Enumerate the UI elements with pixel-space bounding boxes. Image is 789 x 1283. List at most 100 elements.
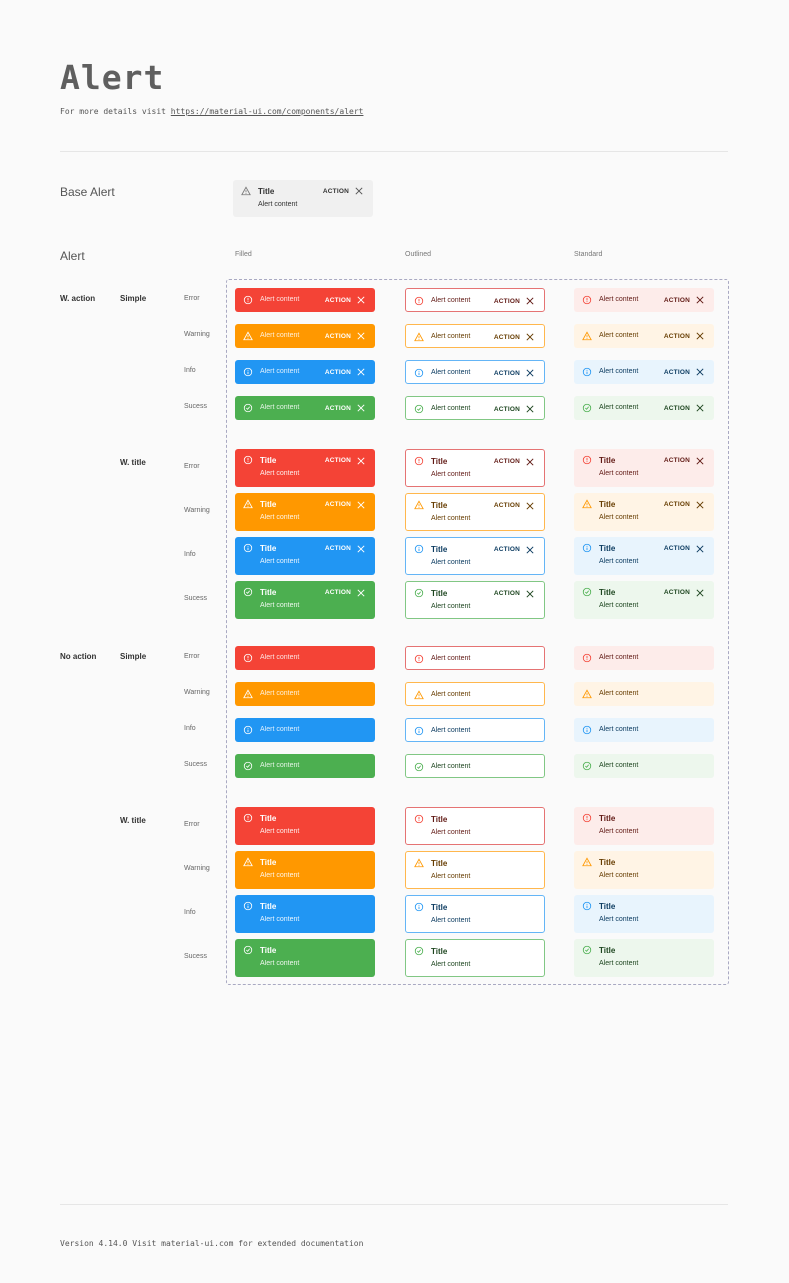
close-icon[interactable] [357, 457, 365, 465]
alert-variants-frame [226, 279, 729, 985]
action-button[interactable]: ACTION [663, 545, 690, 552]
info-outline-icon [582, 367, 592, 377]
action-button[interactable]: ACTION [663, 589, 690, 596]
warning-icon [414, 690, 424, 700]
alert-content: Alert content [599, 960, 639, 967]
action-button[interactable]: ACTION [663, 369, 690, 376]
alert-filled-warning: Alert content ACTION [235, 324, 375, 348]
action-button[interactable]: ACTION [493, 406, 520, 413]
alert-outlined-error: Alert content ACTION [405, 288, 545, 312]
action-button[interactable]: ACTION [324, 501, 351, 508]
close-icon[interactable] [696, 332, 704, 340]
close-icon[interactable] [696, 296, 704, 304]
action-button[interactable]: ACTION [493, 590, 520, 597]
alert-outlined-error: Alert content [405, 646, 545, 670]
alert-standard-info: Alert content ACTION [574, 360, 714, 384]
close-icon[interactable] [526, 333, 534, 341]
action-button[interactable]: ACTION [663, 501, 690, 508]
success-outline-icon [582, 761, 592, 771]
close-icon[interactable] [696, 368, 704, 376]
severity-label: Info [184, 725, 196, 732]
alert-filled-error: Alert content [235, 646, 375, 670]
close-icon[interactable] [526, 590, 534, 598]
close-icon[interactable] [357, 501, 365, 509]
close-icon[interactable] [696, 501, 704, 509]
close-icon[interactable] [357, 332, 365, 340]
error-outline-icon [243, 455, 253, 465]
warning-icon [243, 499, 253, 509]
action-button[interactable]: ACTION [324, 589, 351, 596]
column-header-standard: Standard [574, 251, 603, 258]
action-button[interactable]: ACTION [324, 405, 351, 412]
divider [60, 151, 728, 152]
alert-content: Alert content [599, 368, 639, 375]
group-label: No action [60, 652, 97, 661]
action-button[interactable]: ACTION [493, 298, 520, 305]
alert-content: Alert content [260, 960, 300, 967]
close-icon[interactable] [357, 589, 365, 597]
close-icon[interactable] [357, 404, 365, 412]
alert-title: Title [258, 187, 275, 196]
warning-icon [243, 857, 253, 867]
action-button[interactable]: ACTION [324, 333, 351, 340]
close-icon[interactable] [526, 369, 534, 377]
action-button[interactable]: ACTION [324, 297, 351, 304]
action-button[interactable]: ACTION [663, 297, 690, 304]
alert-outlined-error: Title Alert content ACTION [405, 449, 545, 487]
alert-title: Title [431, 815, 448, 824]
action-button[interactable]: ACTION [493, 458, 520, 465]
alert-content: Alert content [599, 404, 639, 411]
close-icon[interactable] [526, 405, 534, 413]
action-button[interactable]: ACTION [493, 546, 520, 553]
alert-content: Alert content [599, 654, 639, 661]
docs-link[interactable]: https://material-ui.com/components/alert [170, 107, 364, 116]
info-outline-icon [243, 725, 253, 735]
alert-standard-sucess: Alert content ACTION [574, 396, 714, 420]
error-outline-icon [582, 653, 592, 663]
severity-label: Warning [184, 331, 210, 338]
action-button[interactable]: ACTION [324, 369, 351, 376]
alert-outlined-info: Alert content [405, 718, 545, 742]
action-button[interactable]: ACTION [663, 333, 690, 340]
close-icon[interactable] [696, 404, 704, 412]
error-outline-icon [582, 455, 592, 465]
alert-content: Alert content [431, 917, 471, 924]
alert-title: Title [431, 457, 448, 466]
action-button[interactable]: ACTION [663, 405, 690, 412]
close-icon[interactable] [696, 545, 704, 553]
alert-title: Title [260, 588, 277, 597]
alert-standard-warning: Title Alert content ACTION [574, 493, 714, 531]
close-icon[interactable] [526, 458, 534, 466]
alert-content: Alert content [599, 602, 639, 609]
success-outline-icon [582, 403, 592, 413]
action-button[interactable]: ACTION [324, 545, 351, 552]
warning-icon [414, 858, 424, 868]
close-icon[interactable] [526, 502, 534, 510]
alert-content: Alert content [431, 559, 471, 566]
action-button[interactable]: ACTION [663, 457, 690, 464]
alert-title: Title [431, 903, 448, 912]
close-icon[interactable] [696, 457, 704, 465]
close-icon[interactable] [357, 296, 365, 304]
close-icon[interactable] [357, 545, 365, 553]
close-icon[interactable] [357, 368, 365, 376]
alert-title: Title [599, 902, 616, 911]
close-icon[interactable] [696, 589, 704, 597]
close-icon[interactable] [355, 187, 363, 195]
action-button[interactable]: ACTION [493, 502, 520, 509]
subgroup-label: Simple [120, 652, 147, 661]
info-outline-icon [414, 902, 424, 912]
action-button[interactable]: ACTION [322, 188, 349, 195]
severity-label: Sucess [184, 595, 207, 602]
alert-title: Title [260, 858, 277, 867]
severity-label: Info [184, 909, 196, 916]
success-outline-icon [243, 761, 253, 771]
action-button[interactable]: ACTION [324, 457, 351, 464]
action-button[interactable]: ACTION [493, 334, 520, 341]
close-icon[interactable] [526, 546, 534, 554]
alert-standard-info: Alert content [574, 718, 714, 742]
action-button[interactable]: ACTION [493, 370, 520, 377]
info-outline-icon [582, 543, 592, 553]
alert-outlined-warning: Alert content ACTION [405, 324, 545, 348]
close-icon[interactable] [526, 297, 534, 305]
